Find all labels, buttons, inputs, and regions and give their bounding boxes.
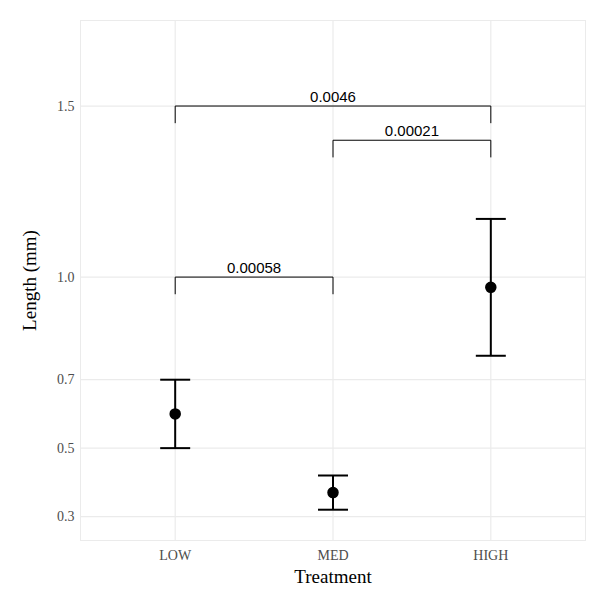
svg-text:Treatment: Treatment [294, 566, 372, 587]
svg-text:LOW: LOW [159, 548, 192, 563]
svg-text:HIGH: HIGH [473, 548, 508, 563]
svg-text:0.00021: 0.00021 [385, 122, 439, 139]
svg-text:0.3: 0.3 [57, 509, 75, 524]
svg-text:Length (mm): Length (mm) [19, 230, 41, 331]
svg-text:0.5: 0.5 [57, 441, 75, 456]
svg-text:0.00058: 0.00058 [227, 259, 281, 276]
svg-text:1.5: 1.5 [57, 99, 75, 114]
svg-text:0.7: 0.7 [57, 372, 75, 387]
svg-text:MED: MED [317, 548, 348, 563]
svg-text:1.0: 1.0 [57, 270, 75, 285]
svg-text:0.0046: 0.0046 [310, 88, 356, 105]
